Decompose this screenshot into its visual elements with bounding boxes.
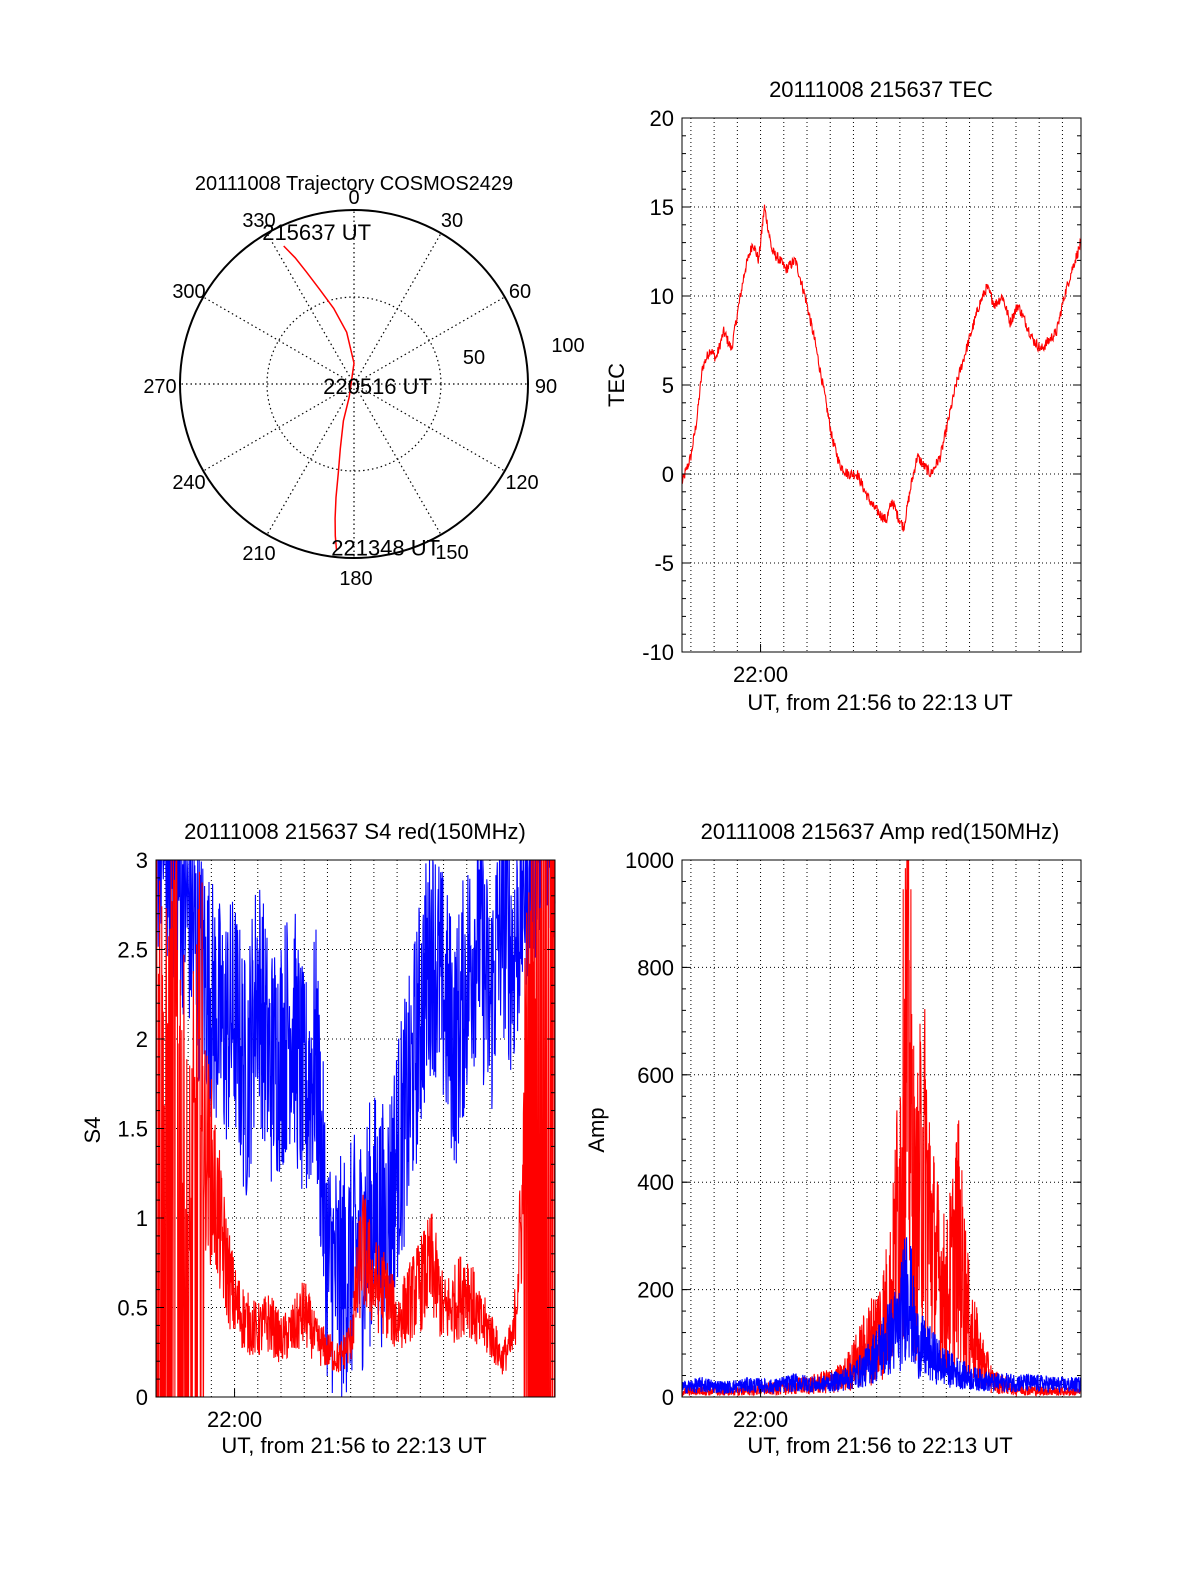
polar-radius-label: 50: [463, 347, 485, 369]
polar-angle-labels: 0 30 60 90 120 150 180 210 240 270 300 330: [143, 187, 557, 590]
y-tick-label: -5: [654, 551, 674, 576]
polar-angle-label: 300: [172, 281, 205, 303]
x-tick-label: 22:00: [207, 1407, 262, 1432]
y-tick-label: 0: [662, 1385, 674, 1410]
polar-angle-label: 0: [348, 187, 359, 209]
y-tick-label: 20: [650, 106, 674, 131]
polar-angle-label: 120: [505, 472, 538, 494]
y-tick-label: 10: [650, 284, 674, 309]
tec-series: [681, 204, 1082, 532]
x-tick-label: 22:00: [733, 1407, 788, 1432]
series-line-0: [156, 859, 556, 1398]
y-tick-label: 15: [650, 195, 674, 220]
series-line-0: [681, 204, 1082, 532]
polar-angle-label: 330: [242, 210, 275, 232]
s4-panel: 20111008 215637 S4 red(150MHz) 0 0.5 1 1.5 2…: [80, 819, 556, 1458]
polar-grid-spoke: [266, 233, 355, 385]
polar-time-annotations: 215637 UT 220516 UT 221348 UT: [262, 220, 440, 560]
satellite-trajectory-line: [283, 245, 355, 551]
s4-y-axis-label: S4: [80, 1117, 105, 1144]
tec-x-axis-label: UT, from 21:56 to 22:13 UT: [747, 690, 1012, 715]
tec-grid: [682, 118, 1081, 652]
series-line-0: [681, 859, 1082, 1397]
amp-series: [681, 859, 1082, 1397]
polar-grid: [180, 210, 528, 558]
y-tick-label: 1.5: [117, 1117, 148, 1142]
polar-angle-label: 150: [435, 542, 468, 564]
tec-axis-ticks: -10 -5 0 5 10 15 20 22:00: [642, 106, 1081, 687]
amp-title: 20111008 215637 Amp red(150MHz): [701, 819, 1060, 844]
polar-angle-label: 180: [339, 568, 372, 590]
polar-grid-spoke: [353, 296, 505, 385]
tec-y-axis-label: TEC: [604, 363, 629, 407]
y-tick-label: 2: [136, 1027, 148, 1052]
y-tick-label: -10: [642, 640, 674, 665]
y-tick-label: 200: [637, 1278, 674, 1303]
series-line-1: [681, 1237, 1082, 1395]
s4-axis-ticks: 0 0.5 1 1.5 2 2.5 3 22:00: [117, 848, 555, 1432]
polar-angle-label: 210: [242, 543, 275, 565]
polar-title: 20111008 Trajectory COSMOS2429: [195, 173, 513, 195]
tec-title: 20111008 215637 TEC: [769, 77, 993, 102]
y-tick-label: 3: [136, 848, 148, 873]
y-tick-label: 400: [637, 1170, 674, 1195]
polar-outer-circle: [179, 209, 529, 559]
tec-plot-frame: [681, 117, 1082, 653]
series-line-1: [155, 859, 556, 1398]
polar-radius-labels: 50 100: [463, 335, 585, 369]
y-tick-label: 600: [637, 1063, 674, 1088]
y-tick-label: 1: [136, 1206, 148, 1231]
x-tick-label: 22:00: [733, 662, 788, 687]
polar-angle-label: 270: [143, 376, 176, 398]
trajectory-time-annotation: 220516 UT: [323, 374, 432, 399]
amp-grid: [682, 860, 1081, 1397]
y-tick-label: 0: [662, 462, 674, 487]
polar-grid-spoke: [266, 383, 355, 535]
polar-grid-spoke: [353, 383, 505, 472]
polar-angle-label: 30: [441, 210, 463, 232]
y-tick-label: 1000: [625, 848, 674, 873]
polar-angle-label: 60: [509, 281, 531, 303]
y-tick-label: 800: [637, 955, 674, 980]
polar-grid-spoke: [353, 383, 442, 535]
y-tick-label: 2.5: [117, 938, 148, 963]
amp-y-axis-label: Amp: [584, 1107, 609, 1152]
tec-panel: 20111008 215637 TEC -10 -5 0 5 10 15 20 22:00 T…: [604, 77, 1082, 715]
amp-panel: 20111008 215637 Amp red(150MHz) 0 200 400 6…: [584, 819, 1082, 1458]
y-tick-label: 0.5: [117, 1296, 148, 1321]
s4-title: 20111008 215637 S4 red(150MHz): [184, 819, 526, 844]
polar-grid-spoke: [203, 383, 355, 472]
polar-radius-label: 100: [551, 335, 584, 357]
s4-series: [155, 859, 556, 1398]
polar-trajectory-panel: 20111008 Trajectory COSMOS2429 0 30 60 90 12…: [143, 173, 584, 590]
trajectory-time-annotation: 221348 UT: [331, 535, 440, 560]
trajectory-time-annotation: 215637 UT: [262, 220, 371, 245]
polar-grid-spoke: [353, 233, 442, 385]
y-tick-label: 0: [136, 1385, 148, 1410]
polar-angle-label: 240: [172, 472, 205, 494]
s4-x-axis-label: UT, from 21:56 to 22:13 UT: [221, 1433, 486, 1458]
polar-grid-spoke: [203, 296, 355, 385]
amp-x-axis-label: UT, from 21:56 to 22:13 UT: [747, 1433, 1012, 1458]
polar-angle-label: 90: [535, 376, 557, 398]
amp-axis-ticks: 0 200 400 600 800 1000 22:00: [625, 848, 1081, 1432]
amp-plot-frame: [681, 859, 1082, 1398]
y-tick-label: 5: [662, 373, 674, 398]
